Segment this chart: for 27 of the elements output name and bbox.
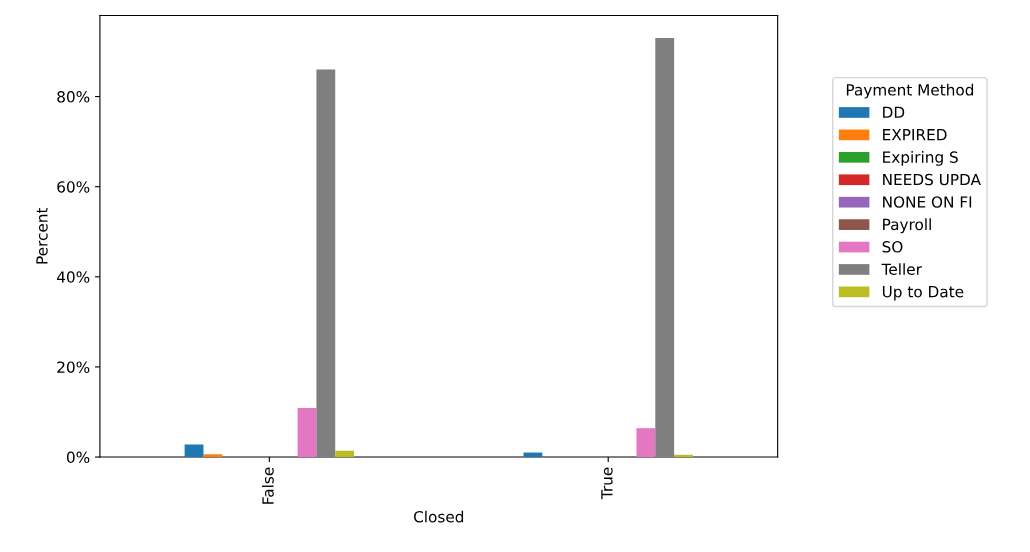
bar [316, 69, 336, 458]
y-tick-label: 80% [57, 91, 90, 103]
y-tick-label: 40% [56, 271, 90, 283]
legend-label: NONE ON FI [883, 196, 972, 208]
legend-label: NEEDS UPDA [883, 173, 981, 186]
y-tick-label: 60% [57, 181, 90, 193]
x-axis-title: Closed [413, 510, 464, 523]
bar [655, 37, 675, 458]
legend-label: DD [883, 106, 905, 118]
bar [674, 454, 693, 458]
bar [184, 444, 204, 458]
bar [636, 428, 656, 458]
legend-label: EXPIRED [883, 129, 947, 141]
y-tick-label: 0% [66, 451, 90, 464]
y-tick-label: 20% [57, 361, 90, 373]
legend-label: Payroll [883, 218, 931, 234]
y-axis-title: Percent [36, 207, 48, 264]
legend-label: Up to Date [882, 286, 964, 301]
bar [335, 450, 355, 458]
legend-label: Expiring S [883, 151, 958, 166]
legend-label: SO [882, 241, 903, 253]
bar [203, 454, 223, 458]
x-tick-label: True [601, 467, 613, 500]
legend-title: Payment Method [846, 83, 974, 99]
x-tick-label: False [261, 467, 274, 504]
bar [297, 407, 317, 458]
legend-label: Teller [881, 263, 922, 276]
